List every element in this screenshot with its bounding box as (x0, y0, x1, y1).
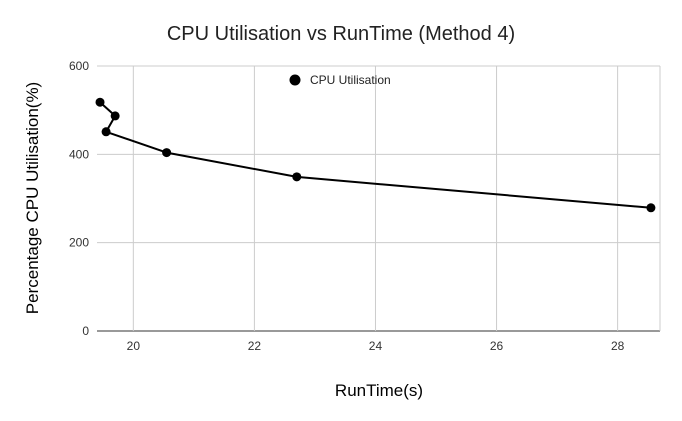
grid (97, 65, 661, 332)
x-tick-label: 26 (490, 339, 504, 353)
chart-title: CPU Utilisation vs RunTime (Method 4) (167, 23, 515, 45)
y-tick-label: 400 (69, 147, 89, 161)
data-point (110, 111, 120, 121)
data-point (162, 148, 172, 158)
y-tick-label: 0 (82, 324, 89, 338)
x-tick-label: 20 (127, 339, 141, 353)
x-tick-label: 24 (369, 339, 383, 353)
data-point (292, 172, 302, 182)
legend-label: CPU Utilisation (310, 73, 391, 87)
x-tick-label: 22 (248, 339, 262, 353)
series-layer (95, 97, 656, 213)
y-tick-label: 600 (69, 59, 89, 73)
legend: CPU Utilisation (289, 73, 391, 87)
legend-marker (289, 74, 301, 86)
data-point (646, 203, 656, 213)
y-axis-label: Percentage CPU Utilisation(%) (23, 82, 42, 314)
tick-labels: 0 200 400 600 20 22 24 26 28 (69, 59, 625, 353)
x-axis-label: RunTime(s) (335, 381, 423, 400)
y-tick-label: 200 (69, 236, 89, 250)
x-tick-label: 28 (611, 339, 625, 353)
data-point (101, 127, 111, 137)
data-point (95, 97, 105, 107)
